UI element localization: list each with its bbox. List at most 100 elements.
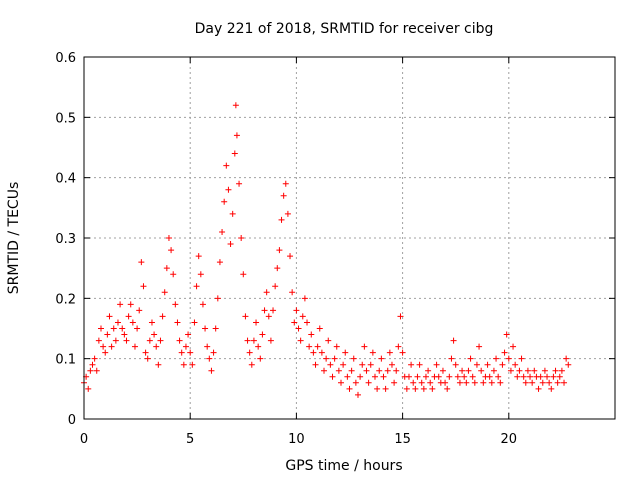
data-point xyxy=(180,361,187,368)
data-point xyxy=(365,379,372,386)
data-point xyxy=(321,367,328,374)
data-point xyxy=(382,385,389,392)
data-point xyxy=(527,373,534,380)
x-tick-label: 5 xyxy=(186,432,194,447)
data-point xyxy=(125,313,132,320)
data-point xyxy=(429,385,436,392)
data-point xyxy=(250,337,257,344)
data-point xyxy=(346,385,353,392)
data-point xyxy=(344,373,351,380)
data-point xyxy=(312,361,319,368)
y-tick-label: 0.6 xyxy=(55,51,76,66)
data-point xyxy=(216,259,223,266)
data-point xyxy=(367,361,374,368)
data-point xyxy=(448,355,455,362)
data-point xyxy=(168,247,175,254)
data-point xyxy=(306,343,313,350)
data-point xyxy=(548,385,555,392)
data-point xyxy=(106,313,113,320)
data-point xyxy=(185,331,192,338)
data-point xyxy=(304,319,311,326)
data-point xyxy=(138,259,145,266)
data-point xyxy=(371,373,378,380)
data-point xyxy=(240,271,247,278)
data-point xyxy=(212,325,219,332)
data-point xyxy=(357,373,364,380)
data-point xyxy=(182,343,189,350)
data-point xyxy=(112,337,119,344)
data-point xyxy=(384,367,391,374)
data-point xyxy=(537,373,544,380)
data-point xyxy=(378,355,385,362)
data-point xyxy=(142,349,149,356)
data-point xyxy=(450,337,457,344)
data-point xyxy=(503,331,510,338)
data-point xyxy=(323,355,330,362)
data-point xyxy=(276,247,283,254)
data-point xyxy=(231,150,238,157)
data-point xyxy=(476,343,483,350)
chart-title: Day 221 of 2018, SRMTID for receiver cib… xyxy=(195,21,494,37)
data-point xyxy=(456,379,463,386)
data-point xyxy=(452,361,459,368)
data-point xyxy=(399,349,406,356)
data-point xyxy=(561,379,568,386)
data-point xyxy=(280,192,287,199)
data-point xyxy=(272,283,279,290)
data-point xyxy=(535,385,542,392)
data-point xyxy=(552,367,559,374)
data-point xyxy=(386,349,393,356)
data-point xyxy=(518,355,525,362)
data-point xyxy=(210,349,217,356)
data-point xyxy=(253,319,260,326)
data-point xyxy=(308,331,315,338)
data-point xyxy=(473,361,480,368)
data-point xyxy=(157,337,164,344)
data-point xyxy=(144,355,151,362)
data-point xyxy=(529,379,536,386)
data-point xyxy=(214,295,221,302)
data-point xyxy=(170,271,177,278)
data-point xyxy=(352,379,359,386)
data-point xyxy=(248,361,255,368)
data-point xyxy=(104,331,111,338)
data-point xyxy=(199,301,206,308)
data-point xyxy=(544,373,551,380)
data-point xyxy=(520,373,527,380)
x-tick-label: 10 xyxy=(288,432,305,447)
data-point xyxy=(505,355,512,362)
data-point xyxy=(232,102,239,109)
data-point xyxy=(433,361,440,368)
data-point xyxy=(165,235,172,241)
data-point xyxy=(297,337,304,344)
data-point xyxy=(484,361,491,368)
data-point xyxy=(342,349,349,356)
data-point xyxy=(238,235,245,241)
data-point xyxy=(354,391,361,398)
data-point xyxy=(159,313,166,320)
data-point xyxy=(202,325,209,332)
data-point xyxy=(327,361,334,368)
x-tick-label: 20 xyxy=(501,432,518,447)
data-point xyxy=(206,355,213,362)
data-point xyxy=(480,379,487,386)
data-point xyxy=(471,379,478,386)
y-tick-label: 0 xyxy=(68,413,76,428)
data-point xyxy=(488,379,495,386)
data-point xyxy=(161,289,168,296)
data-point xyxy=(233,132,240,139)
data-point xyxy=(102,349,109,356)
data-point xyxy=(155,361,162,368)
data-point xyxy=(123,337,130,344)
data-point xyxy=(129,319,136,326)
data-point xyxy=(380,373,387,380)
data-point xyxy=(87,367,94,374)
data-point xyxy=(176,337,183,344)
x-tick-label: 0 xyxy=(80,432,88,447)
data-point xyxy=(134,325,141,332)
data-point xyxy=(486,373,493,380)
data-point xyxy=(465,367,472,374)
data-point xyxy=(338,379,345,386)
data-point xyxy=(395,343,402,350)
